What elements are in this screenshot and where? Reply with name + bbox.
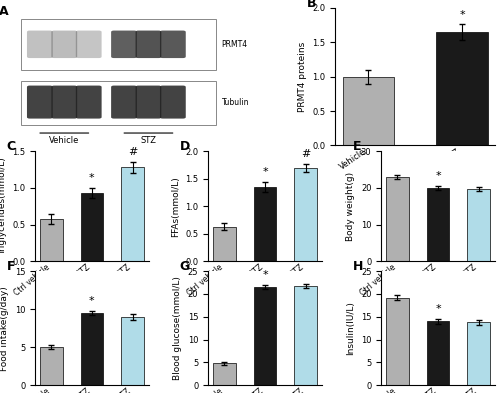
Text: *: * [459,10,465,20]
Text: D: D [180,140,190,153]
Y-axis label: Blood glucose(mmol/L): Blood glucose(mmol/L) [174,276,182,380]
Text: B: B [306,0,316,10]
FancyBboxPatch shape [76,31,102,58]
Bar [81,193,103,261]
Text: #: # [301,149,310,159]
Bar [386,177,408,261]
Text: *: * [89,296,94,305]
Bar [213,227,236,261]
Y-axis label: Insulin(IU/L): Insulin(IU/L) [346,301,356,355]
Bar [122,317,144,385]
Text: Tubulin: Tubulin [222,97,249,107]
Bar [254,287,276,385]
Text: Vehicle: Vehicle [49,136,80,145]
Bar [427,188,449,261]
Text: *: * [436,304,441,314]
Text: PRMT4: PRMT4 [222,40,248,49]
Text: STZ: STZ [140,136,156,145]
Text: H: H [352,260,363,273]
Y-axis label: Body weight(g): Body weight(g) [346,172,355,241]
Text: F: F [6,260,15,273]
Text: C: C [6,140,16,153]
Text: #: # [128,147,137,157]
Y-axis label: Triglycerides(mmol/L): Triglycerides(mmol/L) [0,158,6,255]
Bar [468,322,490,385]
Text: *: * [436,171,441,181]
Bar [40,219,62,261]
FancyBboxPatch shape [52,31,77,58]
FancyBboxPatch shape [160,86,186,119]
FancyBboxPatch shape [136,86,162,119]
Text: G: G [180,260,190,273]
FancyBboxPatch shape [111,31,137,58]
Bar [40,347,62,385]
Y-axis label: FFAs(mmol/L): FFAs(mmol/L) [170,176,179,237]
FancyBboxPatch shape [27,86,53,119]
Text: E: E [352,140,361,153]
Bar [294,286,317,385]
Bar [21,19,216,70]
FancyBboxPatch shape [160,31,186,58]
Text: *: * [89,173,94,183]
Bar [468,189,490,261]
Text: A: A [0,5,9,18]
Text: *: * [262,270,268,280]
Bar [81,313,103,385]
FancyBboxPatch shape [52,86,77,119]
Bar [254,187,276,261]
FancyBboxPatch shape [76,86,102,119]
Bar [386,298,408,385]
Bar [21,81,216,125]
Y-axis label: Food intake(g/day): Food intake(g/day) [0,286,9,371]
FancyBboxPatch shape [111,86,137,119]
FancyBboxPatch shape [136,31,162,58]
Bar [213,363,236,385]
Text: *: * [262,167,268,177]
Y-axis label: PRMT4 proteins: PRMT4 proteins [298,42,307,112]
Bar [342,77,394,145]
FancyBboxPatch shape [27,31,53,58]
Bar [122,167,144,261]
Bar [436,32,488,145]
Bar [294,168,317,261]
Bar [427,321,449,385]
